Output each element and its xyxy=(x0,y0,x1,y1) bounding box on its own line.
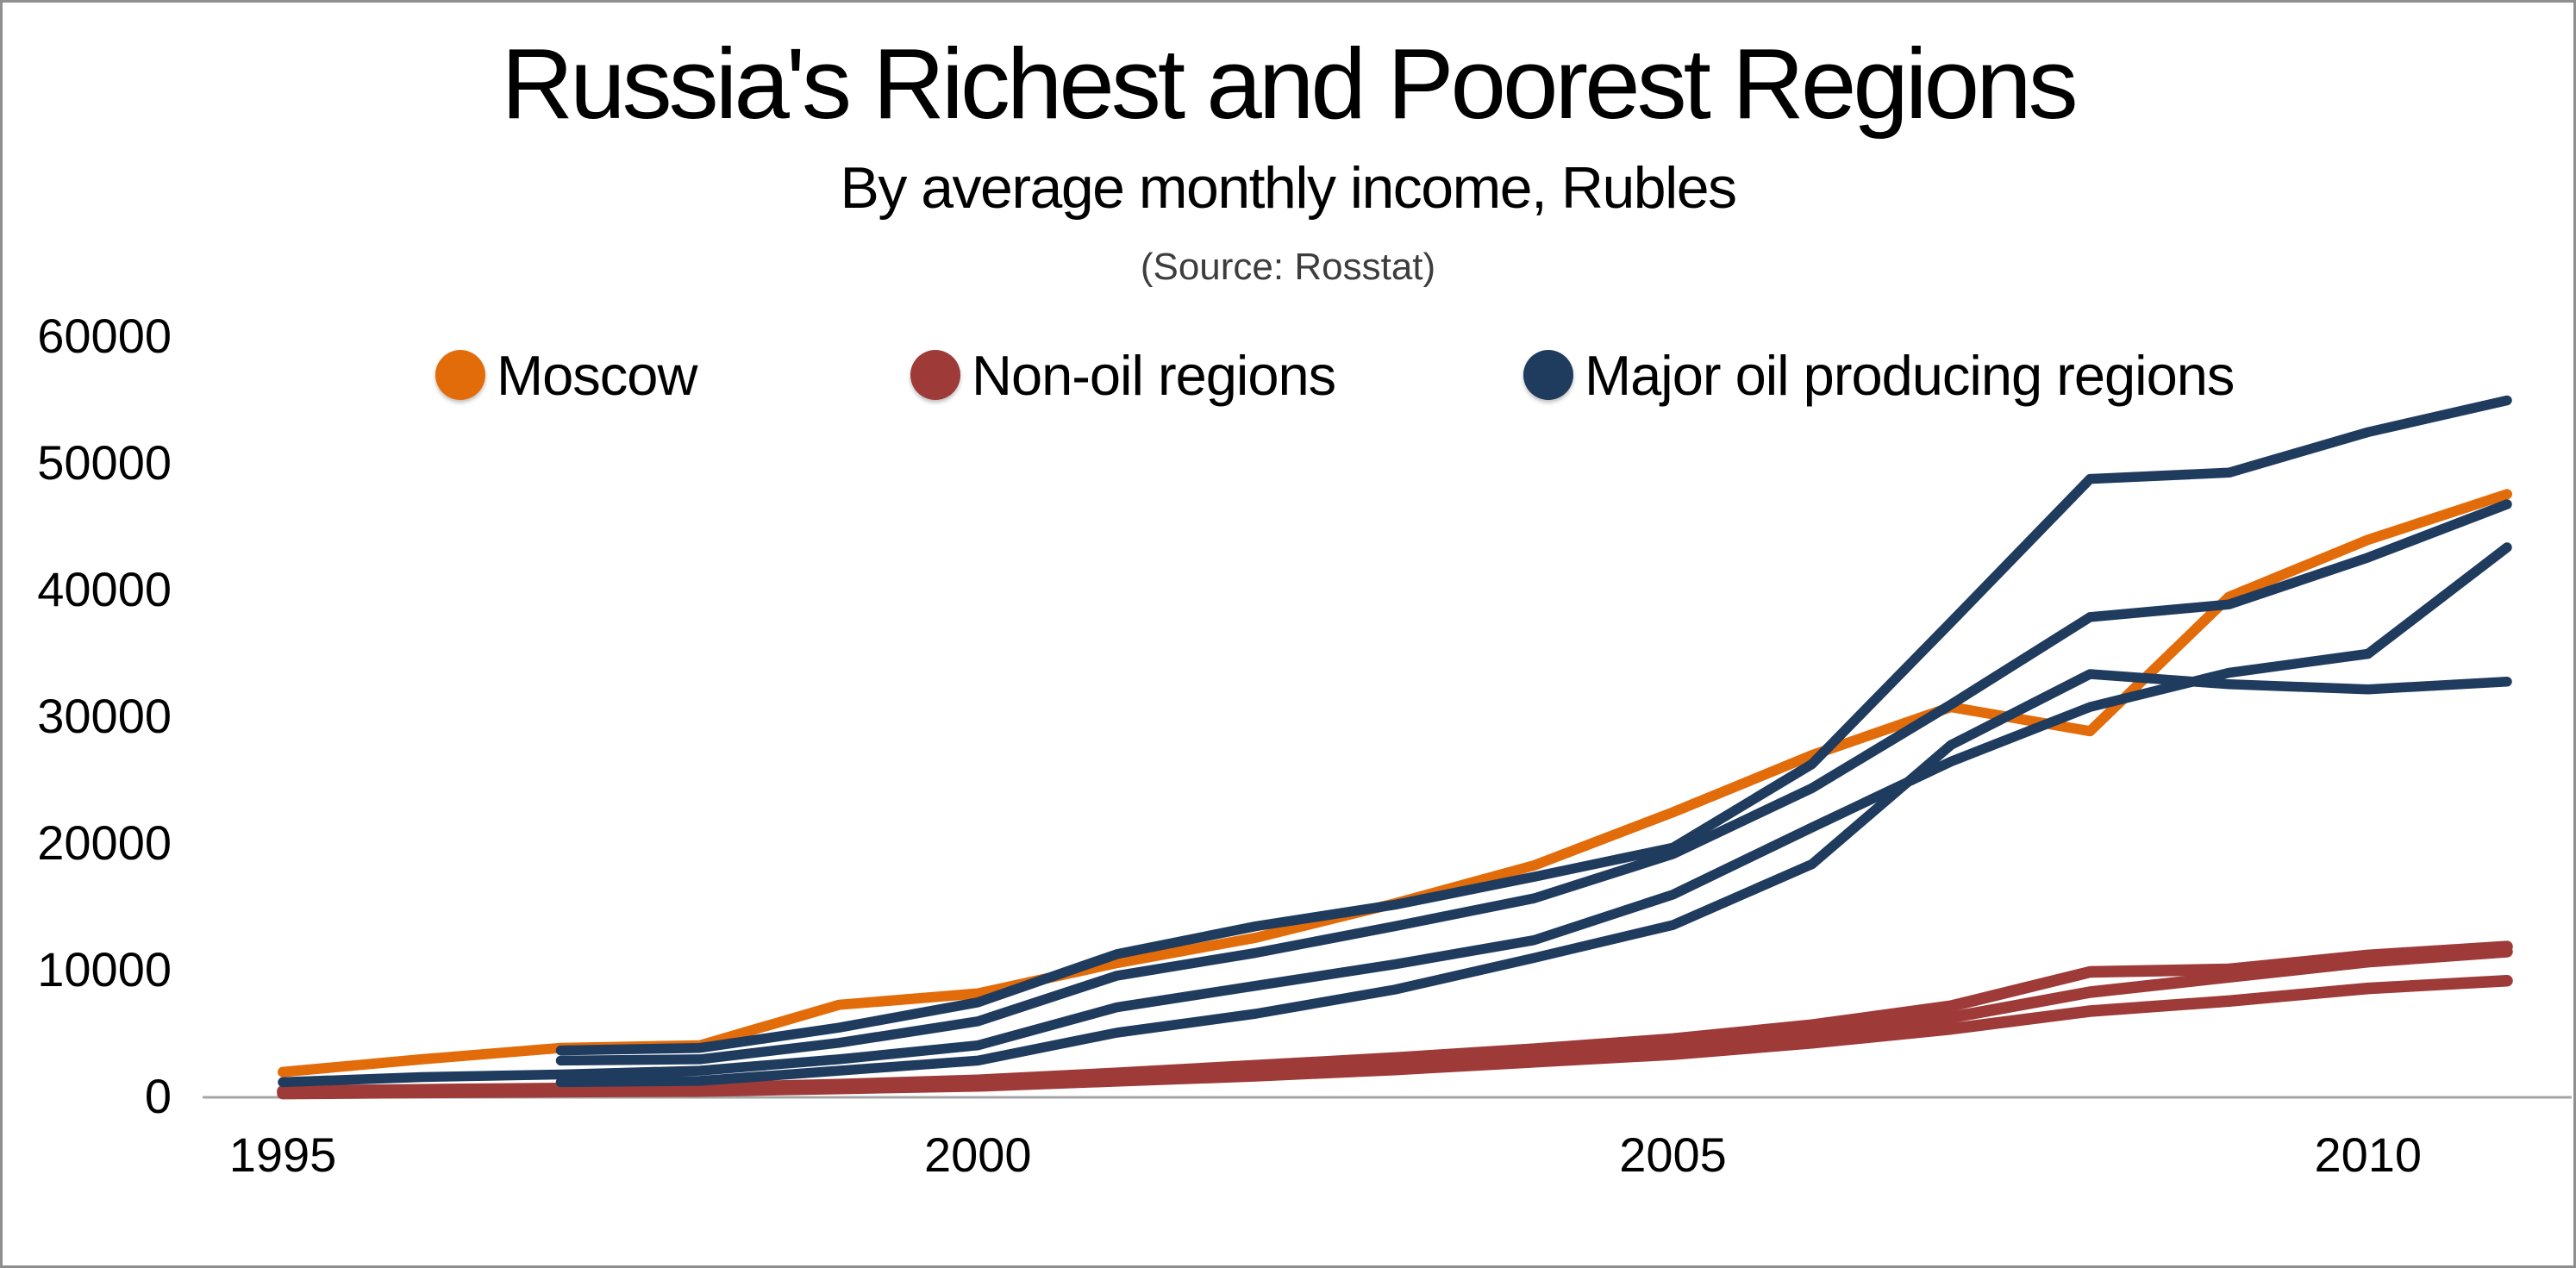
y-tick-label-10000: 10000 xyxy=(37,942,172,997)
legend-label: Major oil producing regions xyxy=(1585,343,2235,407)
y-tick-label-40000: 40000 xyxy=(37,562,172,617)
legend-swatch-icon xyxy=(435,350,485,400)
legend-swatch-icon xyxy=(910,350,960,400)
x-tick-label-1995: 1995 xyxy=(228,1127,337,1182)
legend-item-major-oil-producing-regions: Major oil producing regions xyxy=(1523,344,2235,407)
legend-item-moscow: Moscow xyxy=(435,344,697,407)
y-tick-label-60000: 60000 xyxy=(37,309,172,364)
series-line-non-oil-region-3 xyxy=(277,975,2513,1100)
chart-title: Russia's Richest and Poorest Regions xyxy=(501,28,2078,140)
y-tick-label-30000: 30000 xyxy=(37,689,172,744)
chart-subtitle: By average monthly income, Rubles xyxy=(840,155,1737,221)
legend-label: Moscow xyxy=(497,343,697,407)
x-tick-label-2010: 2010 xyxy=(2314,1127,2423,1182)
series-lines xyxy=(277,395,2513,1100)
legend-swatch-icon xyxy=(1523,350,1573,400)
y-tick-label-0: 0 xyxy=(144,1069,172,1124)
y-tick-label-50000: 50000 xyxy=(37,435,172,490)
series-line-oil-region-4 xyxy=(555,669,2512,1088)
x-tick-label-2000: 2000 xyxy=(923,1127,1032,1182)
series-line-oil-region-1 xyxy=(555,395,2512,1056)
x-tick-label-2005: 2005 xyxy=(1619,1127,1727,1182)
legend-label: Non-oil regions xyxy=(972,343,1336,407)
series-line-oil-region-2 xyxy=(555,499,2512,1066)
source-note: (Source: Rosstat) xyxy=(1140,246,1436,288)
legend-item-non-oil-regions: Non-oil regions xyxy=(910,344,1336,407)
series-line-oil-region-3 xyxy=(278,542,2512,1088)
y-tick-label-20000: 20000 xyxy=(37,815,172,871)
line-chart-canvas xyxy=(203,395,2572,1100)
